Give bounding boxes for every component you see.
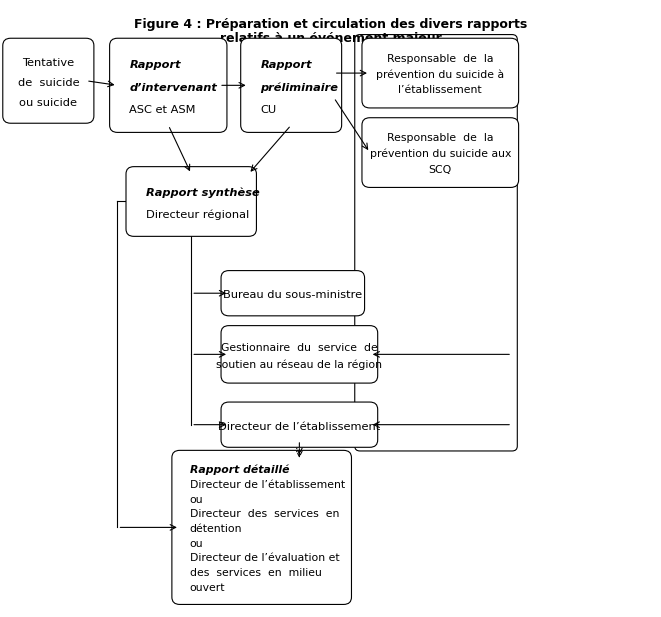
Text: Directeur  des  services  en: Directeur des services en [190, 509, 339, 519]
Text: Tentative: Tentative [22, 57, 75, 68]
Text: soutien au réseau de la région: soutien au réseau de la région [216, 359, 382, 370]
Text: des  services  en  milieu: des services en milieu [190, 568, 321, 578]
FancyBboxPatch shape [172, 450, 352, 605]
Text: Rapport synthèse: Rapport synthèse [145, 188, 259, 198]
FancyBboxPatch shape [221, 271, 365, 316]
FancyBboxPatch shape [355, 35, 518, 451]
FancyBboxPatch shape [241, 38, 342, 133]
FancyBboxPatch shape [221, 326, 377, 383]
Text: Directeur de l’établissement: Directeur de l’établissement [190, 480, 344, 490]
Text: prévention du suicide aux: prévention du suicide aux [369, 149, 511, 159]
Text: ou: ou [190, 539, 203, 549]
FancyBboxPatch shape [3, 38, 94, 123]
Text: d’intervenant: d’intervenant [130, 83, 217, 93]
Text: Rapport: Rapport [130, 60, 181, 70]
Text: Directeur régional: Directeur régional [145, 209, 249, 220]
Text: Responsable  de  la: Responsable de la [387, 133, 494, 143]
Text: Responsable  de  la: Responsable de la [387, 54, 494, 64]
FancyBboxPatch shape [221, 402, 377, 447]
FancyBboxPatch shape [362, 118, 519, 188]
Text: Gestionnaire  du  service  de: Gestionnaire du service de [221, 342, 377, 352]
Text: détention: détention [190, 524, 242, 534]
Text: l’établissement: l’établissement [399, 85, 482, 96]
Text: ou suicide: ou suicide [19, 98, 77, 108]
Text: ou: ou [190, 494, 203, 505]
Text: relatifs à un événement majeur: relatifs à un événement majeur [219, 31, 442, 44]
Text: Rapport: Rapport [260, 60, 312, 70]
Text: de  suicide: de suicide [18, 78, 79, 88]
Text: Figure 4 : Préparation et circulation des divers rapports: Figure 4 : Préparation et circulation de… [134, 18, 527, 31]
FancyBboxPatch shape [362, 38, 519, 108]
Text: ouvert: ouvert [190, 582, 225, 592]
Text: prévention du suicide à: prévention du suicide à [376, 70, 504, 80]
Text: préliminaire: préliminaire [260, 82, 338, 93]
Text: Bureau du sous-ministre: Bureau du sous-ministre [223, 290, 362, 300]
Text: Rapport détaillé: Rapport détaillé [190, 465, 289, 476]
Text: Directeur de l’établissement: Directeur de l’établissement [218, 421, 381, 432]
Text: Directeur de l’évaluation et: Directeur de l’évaluation et [190, 553, 339, 563]
Text: SCQ: SCQ [429, 165, 452, 175]
Text: ASC et ASM: ASC et ASM [130, 106, 196, 115]
FancyBboxPatch shape [126, 167, 256, 236]
FancyBboxPatch shape [110, 38, 227, 133]
Text: CU: CU [260, 106, 276, 115]
